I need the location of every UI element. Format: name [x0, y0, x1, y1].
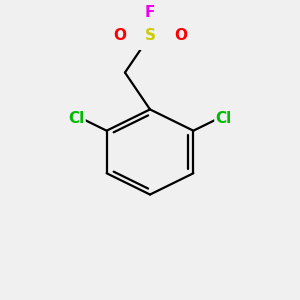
Text: F: F — [145, 5, 155, 20]
Text: O: O — [174, 28, 187, 43]
Text: S: S — [145, 28, 155, 43]
Text: Cl: Cl — [216, 111, 232, 126]
Text: Cl: Cl — [68, 111, 84, 126]
Text: O: O — [113, 28, 126, 43]
